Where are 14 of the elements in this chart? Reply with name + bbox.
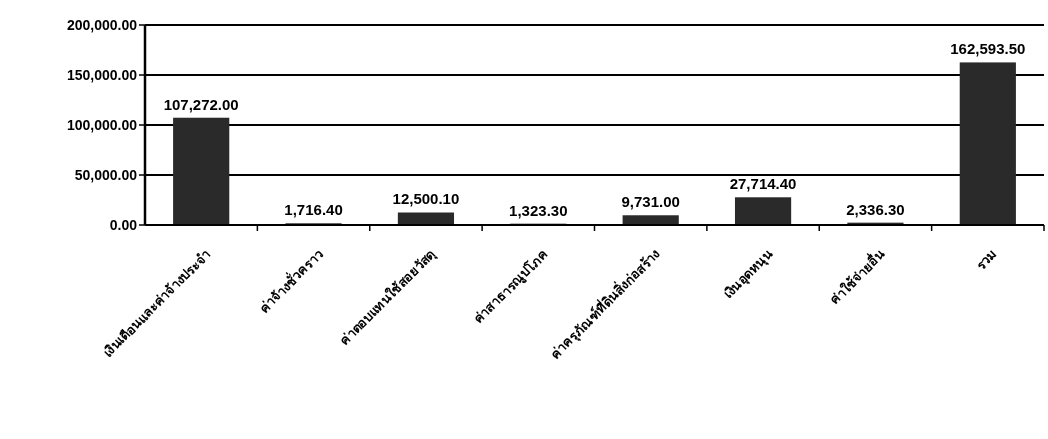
y-tick-label: 0.00 [109, 216, 138, 233]
y-tick-label: 150,000.00 [66, 66, 138, 83]
data-label: 12,500.10 [392, 190, 460, 208]
y-tick-label: 100,000.00 [66, 116, 138, 133]
y-tick-label: 200,000.00 [66, 16, 138, 33]
data-label: 107,272.00 [163, 95, 239, 113]
data-label: 27,714.40 [729, 175, 797, 193]
data-label: 1,716.40 [284, 201, 343, 219]
data-label: 9,731.00 [621, 193, 680, 211]
y-tick-label: 50,000.00 [74, 166, 138, 183]
data-label: 2,336.30 [846, 200, 905, 218]
x-tick-label: รวม [973, 246, 1000, 274]
data-label: 1,323.30 [509, 201, 568, 219]
data-label: 162,593.50 [950, 40, 1026, 58]
